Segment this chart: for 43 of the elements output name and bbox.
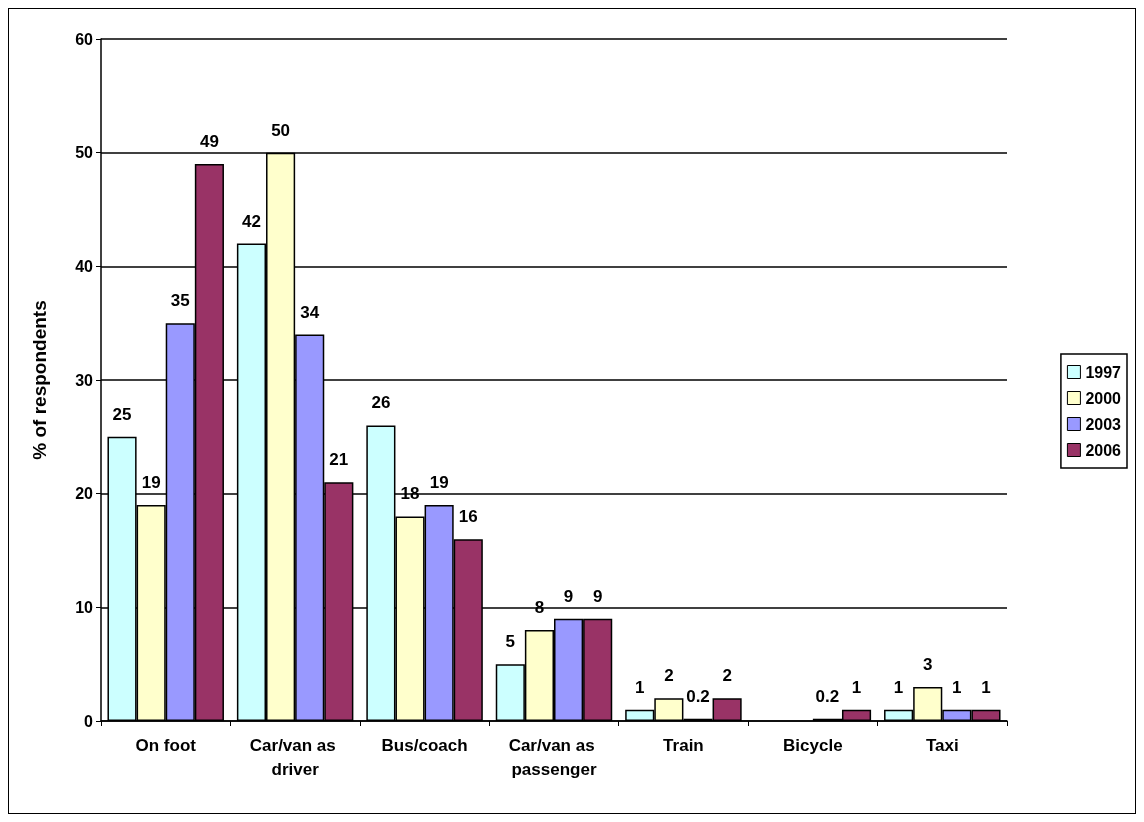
y-tick-label: 40 (75, 257, 94, 275)
data-label: 5 (505, 632, 516, 652)
legend-label: 2003 (1085, 415, 1122, 433)
y-tick-label: 10 (75, 598, 94, 616)
y-tick-label: 0 (84, 712, 94, 730)
y-tick-label: 20 (75, 485, 94, 503)
x-tick-label: On foot (135, 735, 197, 755)
y-axis-title: % of respondents (29, 300, 50, 460)
data-label: 25 (112, 404, 132, 424)
data-label: 21 (329, 450, 349, 470)
x-tick-label: Train (663, 735, 704, 755)
legend-label: 2006 (1085, 441, 1122, 459)
x-tick-label: Car/van as passenger (508, 735, 600, 779)
data-label: 16 (458, 507, 478, 527)
data-label: 50 (271, 120, 291, 140)
data-label: 42 (242, 211, 261, 231)
data-label: 1 (981, 677, 991, 697)
data-label: 26 (371, 393, 391, 413)
y-tick-label: 50 (75, 144, 94, 162)
y-tick-label: 30 (75, 371, 94, 389)
data-label: 19 (141, 473, 161, 493)
data-label: 35 (170, 291, 190, 311)
data-label: 49 (199, 132, 219, 152)
data-label: 1 (952, 677, 962, 697)
data-label: 2 (722, 666, 732, 686)
x-tick-label: Bus/coach (381, 735, 468, 755)
data-label: 3 (922, 654, 933, 674)
x-tick-label: Bicycle (783, 735, 843, 755)
data-label: 9 (592, 586, 603, 606)
x-tick-label: Car/van as driver (249, 735, 341, 779)
data-label: 34 (300, 302, 320, 322)
data-label: 0.2 (815, 686, 840, 706)
data-label: 1 (635, 677, 645, 697)
data-label: 2 (664, 666, 674, 686)
data-label: 1 (851, 677, 862, 697)
x-tick-label: Taxi (925, 735, 959, 755)
data-label: 0.2 (686, 686, 710, 706)
y-tick-label: 60 (75, 30, 94, 48)
data-label: 19 (429, 473, 449, 493)
legend-label: 2000 (1085, 389, 1122, 407)
data-label: 9 (563, 586, 574, 606)
legend-label: 1997 (1085, 363, 1122, 381)
data-label: 1 (893, 677, 904, 697)
